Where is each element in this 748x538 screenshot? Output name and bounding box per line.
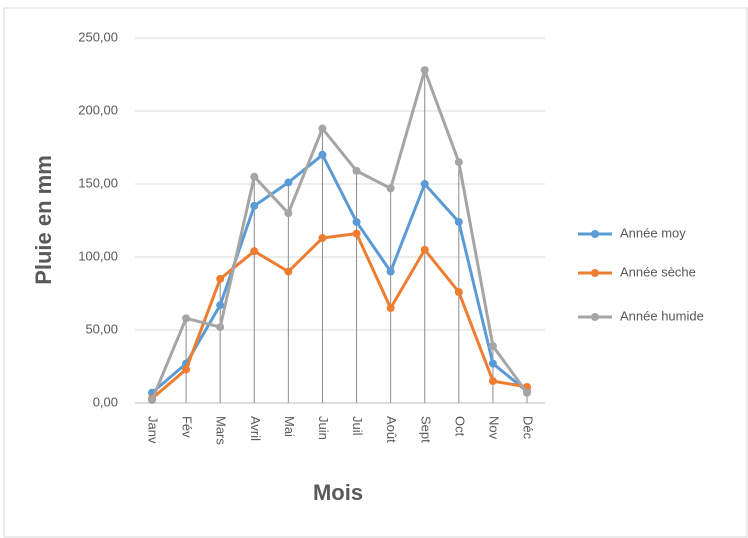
legend-label: Année moy xyxy=(620,225,686,240)
point xyxy=(488,359,497,368)
x-tick-label: Mars xyxy=(214,416,229,445)
y-tick-label: 200,00 xyxy=(78,102,118,117)
legend-label: Année humide xyxy=(620,308,704,323)
point xyxy=(386,304,395,313)
legend-marker xyxy=(591,269,599,277)
legend-label: Année sèche xyxy=(620,264,696,279)
series-line xyxy=(150,68,529,401)
point xyxy=(284,178,293,187)
x-tick-label: Mai xyxy=(282,416,297,437)
point xyxy=(420,180,429,188)
point xyxy=(250,201,259,210)
point xyxy=(386,267,395,276)
x-tick-label: Fév xyxy=(180,416,195,438)
point xyxy=(488,377,497,386)
point xyxy=(318,124,327,133)
point xyxy=(420,245,429,254)
x-tick-label: Nov xyxy=(486,416,501,440)
point xyxy=(318,150,327,159)
point xyxy=(182,365,191,374)
point xyxy=(250,247,259,256)
point xyxy=(488,342,497,351)
y-tick-label: 50,00 xyxy=(85,321,118,336)
point xyxy=(284,209,293,218)
point xyxy=(454,158,463,167)
point xyxy=(352,229,361,238)
point xyxy=(216,323,225,332)
x-tick-label: Oct xyxy=(452,416,467,437)
x-tick-label: Juin xyxy=(316,416,331,440)
point xyxy=(182,314,191,323)
point xyxy=(284,267,293,276)
point xyxy=(318,234,327,243)
y-axis-title: Pluie en mm xyxy=(31,155,56,285)
point xyxy=(216,274,225,283)
point xyxy=(352,217,361,226)
point xyxy=(454,217,463,226)
x-tick-label: Août xyxy=(384,416,399,443)
x-tick-label: Sept xyxy=(418,416,433,443)
x-tick-label: Janv xyxy=(146,416,161,444)
point xyxy=(386,184,395,193)
y-tick-label: 100,00 xyxy=(78,248,118,263)
point xyxy=(250,172,259,181)
point xyxy=(454,288,463,297)
y-tick-label: 150,00 xyxy=(78,175,118,190)
y-tick-label: 0,00 xyxy=(93,394,118,409)
x-axis-title: Mois xyxy=(313,480,363,505)
x-tick-label: Déc xyxy=(521,416,536,440)
y-tick-label: 250,00 xyxy=(78,29,118,44)
point xyxy=(420,66,429,75)
x-tick-label: Avril xyxy=(248,416,263,441)
series-line xyxy=(151,232,528,400)
point xyxy=(352,166,361,175)
series-line xyxy=(151,153,528,394)
point xyxy=(523,388,531,397)
legend-marker xyxy=(591,230,599,238)
legend-marker xyxy=(591,313,599,321)
point xyxy=(216,301,225,310)
x-tick-label: Juil xyxy=(350,416,365,436)
point xyxy=(148,396,156,405)
